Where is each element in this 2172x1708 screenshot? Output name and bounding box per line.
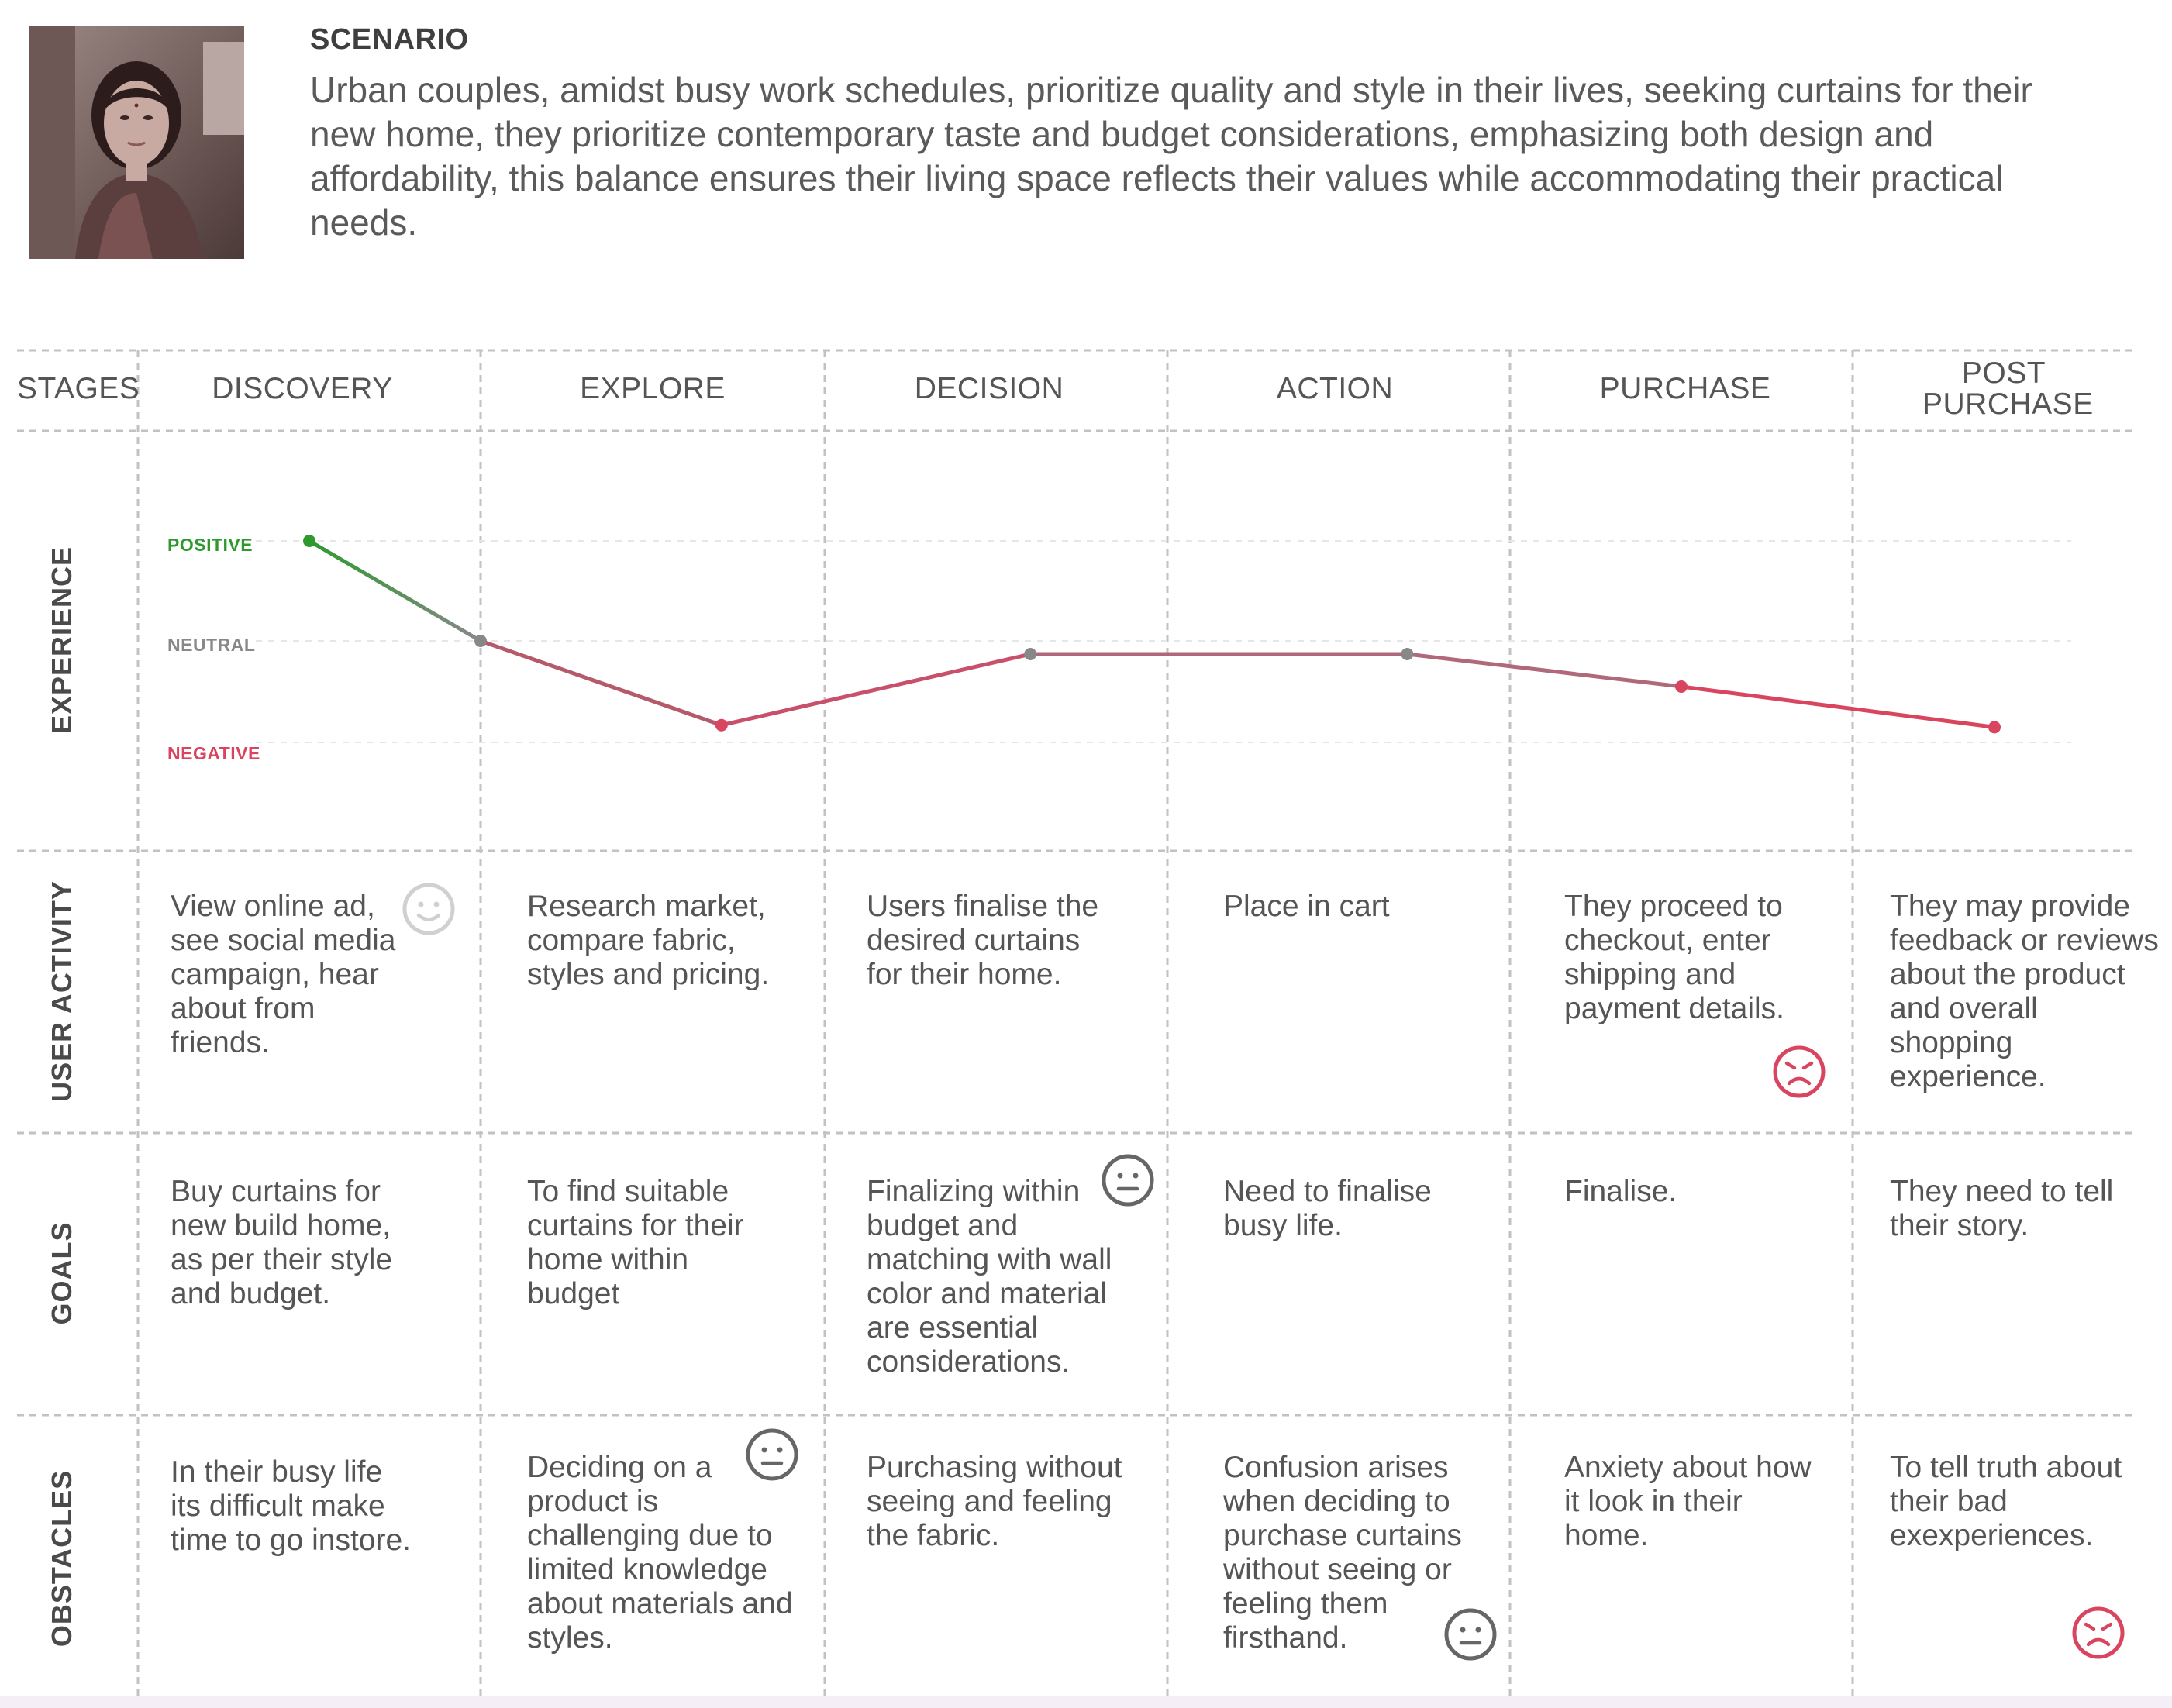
user-activity-label: USER ACTIVITY — [46, 880, 78, 1102]
obstacle-discovery: In their busy life its difficult make ti… — [171, 1455, 411, 1557]
sad-face-icon — [2072, 1606, 2125, 1659]
obstacle-explore: Deciding on a product is challenging due… — [527, 1451, 793, 1655]
level-positive: POSITIVE — [167, 535, 253, 555]
experience-point — [1675, 680, 1688, 693]
neutral-face-icon — [746, 1428, 798, 1481]
activity-discovery: View online ad, see social media campaig… — [171, 890, 396, 1059]
experience-point — [303, 535, 315, 547]
happy-face-icon — [402, 883, 455, 935]
goal-decision: Finalizing within budget and matching wi… — [867, 1175, 1112, 1379]
obstacle-purchase: Anxiety about how it look in their home. — [1564, 1451, 1812, 1552]
activity-post-purchase: They may provide feedback or reviews abo… — [1890, 890, 2159, 1093]
goal-discovery: Buy curtains for new build home, as per … — [171, 1175, 393, 1310]
level-neutral: NEUTRAL — [167, 635, 256, 655]
sad-face-icon — [1773, 1045, 1826, 1098]
goal-purchase: Finalise. — [1564, 1175, 1677, 1208]
goal-post-purchase: They need to tell their story. — [1890, 1175, 2114, 1242]
experience-point — [474, 635, 487, 647]
stage-header-post-purchase: POST PURCHASE — [1922, 356, 2094, 421]
bottom-band — [0, 1696, 2172, 1708]
activity-action: Place in cart — [1223, 890, 1390, 923]
goal-explore: To find suitable curtains for their home… — [527, 1175, 744, 1310]
persona-photo — [29, 26, 244, 259]
level-negative: NEGATIVE — [167, 743, 260, 763]
goals-label: GOALS — [46, 1221, 78, 1325]
experience-chart — [303, 535, 2001, 734]
stage-header-discovery: DISCOVERY — [212, 372, 393, 405]
obstacle-post-purchase: To tell truth about their bad exexperien… — [1890, 1451, 2122, 1552]
neutral-face-icon — [1444, 1608, 1497, 1661]
obstacle-action: Confusion arises when deciding to purcha… — [1223, 1451, 1462, 1655]
experience-point — [1024, 648, 1037, 661]
goal-action: Need to finalise busy life. — [1223, 1175, 1432, 1242]
stage-header-purchase: PURCHASE — [1599, 372, 1771, 405]
stages-label: STAGES — [17, 372, 140, 405]
experience-line-segment — [307, 539, 483, 643]
experience-label: EXPERIENCE — [46, 546, 78, 735]
stage-header-explore: EXPLORE — [580, 372, 726, 405]
scenario-text: Urban couples, amidst busy work schedule… — [310, 70, 2032, 243]
experience-point — [1988, 721, 2001, 734]
obstacles-label: OBSTACLES — [46, 1469, 78, 1648]
experience-line-segment — [719, 652, 1033, 728]
experience-line-segment — [1405, 652, 1684, 689]
neutral-face-icon — [1102, 1154, 1154, 1207]
experience-point — [715, 718, 728, 732]
stage-header-action: ACTION — [1276, 372, 1394, 405]
scenario-label: SCENARIO — [310, 23, 469, 56]
stage-header-decision: DECISION — [914, 372, 1064, 405]
activity-decision: Users finalise the desired curtains for … — [867, 890, 1099, 991]
activity-explore: Research market, compare fabric, styles … — [527, 890, 770, 991]
experience-line-segment — [478, 639, 724, 728]
experience-line-segment — [1679, 684, 1997, 729]
activity-purchase: They proceed to checkout, enter shipping… — [1564, 890, 1784, 1025]
obstacle-decision: Purchasing without seeing and feeling th… — [867, 1451, 1122, 1552]
experience-point — [1401, 648, 1414, 661]
